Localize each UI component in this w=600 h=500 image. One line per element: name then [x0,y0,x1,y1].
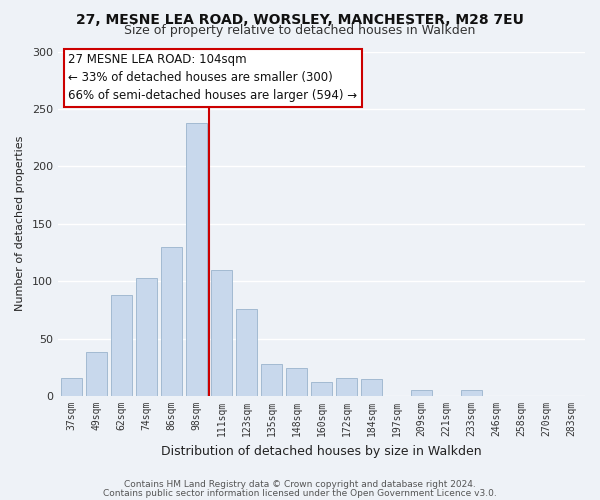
Text: Size of property relative to detached houses in Walkden: Size of property relative to detached ho… [124,24,476,37]
Bar [461,390,482,396]
Bar [261,364,282,396]
Bar [86,352,107,396]
Bar [61,378,82,396]
Y-axis label: Number of detached properties: Number of detached properties [15,136,25,312]
Bar [336,378,357,396]
Bar [111,295,132,396]
Bar [161,246,182,396]
Bar [311,382,332,396]
Text: 27 MESNE LEA ROAD: 104sqm
← 33% of detached houses are smaller (300)
66% of semi: 27 MESNE LEA ROAD: 104sqm ← 33% of detac… [68,53,358,102]
Bar [286,368,307,396]
X-axis label: Distribution of detached houses by size in Walkden: Distribution of detached houses by size … [161,444,482,458]
Bar [136,278,157,396]
Bar [236,309,257,396]
Bar [411,390,432,396]
Bar [361,379,382,396]
Text: 27, MESNE LEA ROAD, WORSLEY, MANCHESTER, M28 7EU: 27, MESNE LEA ROAD, WORSLEY, MANCHESTER,… [76,12,524,26]
Bar [186,122,207,396]
Bar [211,270,232,396]
Text: Contains HM Land Registry data © Crown copyright and database right 2024.: Contains HM Land Registry data © Crown c… [124,480,476,489]
Text: Contains public sector information licensed under the Open Government Licence v3: Contains public sector information licen… [103,490,497,498]
